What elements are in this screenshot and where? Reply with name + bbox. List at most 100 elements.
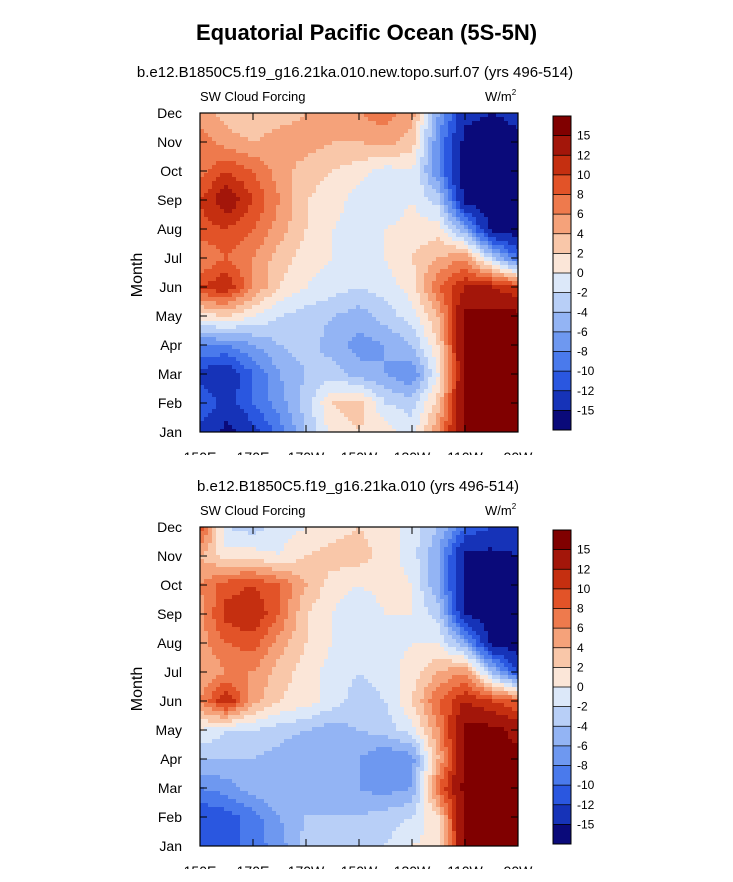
colorbar-label: 2 [577,660,584,674]
x-tick-label: 150W [341,863,378,869]
y-tick-label: Sep [157,192,182,208]
colorbar-label: -6 [577,739,588,753]
y-axis-label: Month [129,667,146,711]
y-tick-label: Jul [164,664,182,680]
colorbar-label: -15 [577,817,595,831]
colorbar-label: 4 [577,641,584,655]
colorbar-swatch [553,351,571,372]
x-tick-label: 150W [341,449,378,455]
x-tick-label: 110W [447,863,483,869]
y-axis-label: Month [129,253,146,297]
bottom-panel: b.e12.B1850C5.f19_g16.21ka.010 (yrs 496-… [129,478,595,869]
x-tick-label: 110W [447,449,483,455]
colorbar-swatch [553,549,571,570]
colorbar-swatch [553,687,571,708]
y-tick-label: Apr [160,751,182,767]
colorbar-label: -4 [577,305,588,319]
y-tick-label: May [156,722,182,738]
colorbar-swatch [553,569,571,590]
colorbar-label: 15 [577,129,591,143]
y-tick-label: Aug [157,221,182,237]
colorbar-swatch [553,824,571,845]
colorbar-swatch [553,410,571,431]
colorbar-swatch [553,331,571,352]
colorbar-label: 10 [577,168,591,182]
colorbar-label: 0 [577,680,584,694]
colorbar-label: -4 [577,719,588,733]
colorbar-swatch [553,135,571,156]
colorbar-swatch [553,647,571,668]
x-tick-label: 170E [237,863,270,869]
colorbar-label: -2 [577,700,588,714]
y-tick-label: Jan [159,838,182,854]
x-tick-label: 150E [184,449,217,455]
colorbar-label: -6 [577,325,588,339]
colorbar-swatch [553,273,571,294]
colorbar-swatch [553,667,571,688]
colorbar-swatch [553,312,571,333]
y-tick-label: Oct [160,577,182,593]
panel-left-label: SW Cloud Forcing [200,89,305,104]
y-tick-label: Mar [158,780,182,796]
y-tick-label: Jan [159,424,182,440]
colorbar-swatch [553,765,571,786]
colorbar-label: -12 [577,384,595,398]
colorbar-label: 12 [577,148,591,162]
colorbar-swatch [553,628,571,649]
colorbar-swatch [553,726,571,747]
y-tick-label: Jun [159,693,182,709]
colorbar-label: 6 [577,207,584,221]
panel-units-label: W/m2 [485,502,517,518]
colorbar-swatch [553,194,571,215]
y-tick-label: Dec [157,105,182,121]
plot-area: Jan Feb Mar Apr May Jun Jul Aug Sep Oct Nov Dec 150E… [156,519,534,869]
colorbar-swatch [553,706,571,727]
y-tick-label: Apr [160,337,182,353]
y-tick-label: Feb [158,395,182,411]
colorbar-swatch [553,174,571,195]
colorbar-swatch [553,530,571,551]
colorbar-swatch [553,292,571,313]
panel-subtitle: b.e12.B1850C5.f19_g16.21ka.010 (yrs 496-… [197,478,519,495]
colorbar-label: 15 [577,543,591,557]
colorbar-swatch [553,233,571,254]
colorbar-label: -8 [577,759,588,773]
y-tick-label: Feb [158,809,182,825]
y-tick-label: Sep [157,606,182,622]
colorbar-label: 4 [577,227,584,241]
plot-area: Jan Feb Mar Apr May Jun Jul Aug Sep Oct Nov Dec 150E… [156,105,534,455]
x-tick-label: 170E [237,449,270,455]
colorbar-label: -15 [577,403,595,417]
colorbar-label: 8 [577,188,584,202]
x-tick-label: 130W [394,449,431,455]
colorbar-label: 8 [577,602,584,616]
y-tick-label: Aug [157,635,182,651]
panel-subtitle: b.e12.B1850C5.f19_g16.21ka.010.new.topo.… [137,64,573,81]
colorbar-swatch [553,588,571,609]
panel-left-label: SW Cloud Forcing [200,503,305,518]
colorbar-swatch [553,804,571,825]
y-tick-label: Nov [157,548,182,564]
x-tick-label: 130W [394,863,431,869]
y-tick-label: Nov [157,134,182,150]
colorbar: 15 12 10 8 6 4 2 0 -2 -4 -6 -8 -10 -12 -15 [552,529,595,845]
colorbar-label: -12 [577,798,595,812]
colorbar-label: 0 [577,266,584,280]
colorbar-swatch [553,214,571,235]
colorbar-swatch [553,253,571,274]
y-tick-label: Dec [157,519,182,535]
y-tick-label: Oct [160,163,182,179]
y-tick-label: May [156,308,182,324]
top-panel: b.e12.B1850C5.f19_g16.21ka.010.new.topo.… [129,64,595,455]
panel-units-label: W/m2 [485,88,517,104]
colorbar: 15 12 10 8 6 4 2 0 -2 -4 -6 -8 -10 -12 -15 [552,115,595,431]
y-tick-label: Mar [158,366,182,382]
colorbar-swatch [553,745,571,766]
colorbar-swatch [553,371,571,392]
colorbar-swatch [553,785,571,806]
colorbar-label: -2 [577,286,588,300]
x-tick-label: 170W [288,863,325,869]
contour-fill [200,527,519,847]
colorbar-swatch [553,155,571,176]
